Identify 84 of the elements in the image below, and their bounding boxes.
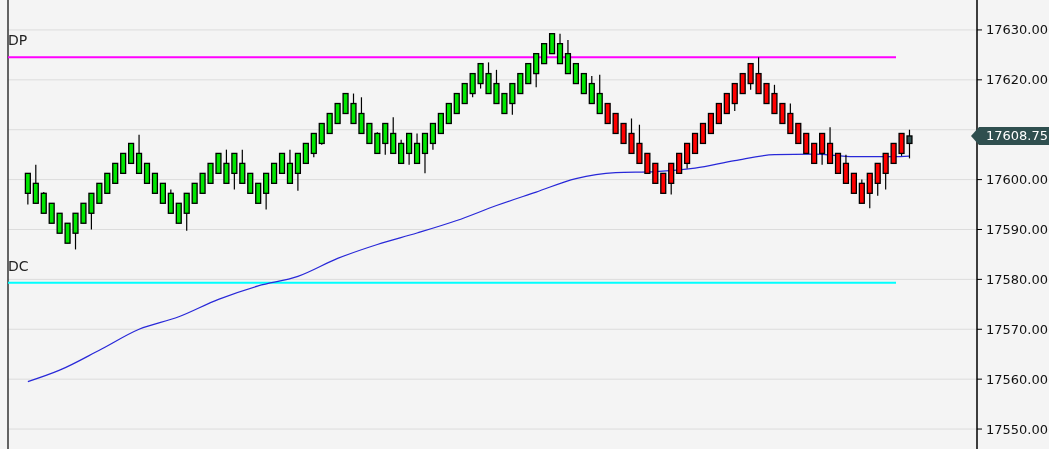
- candlestick: [834, 152, 842, 175]
- candlestick: [541, 43, 548, 65]
- candlestick: [263, 172, 270, 211]
- y-tick-label: 17580.00: [986, 271, 1049, 287]
- ref-line-label: DP: [8, 32, 28, 49]
- candlestick: [723, 92, 730, 115]
- candlestick: [429, 122, 437, 151]
- candlestick: [676, 152, 683, 175]
- candlestick: [564, 39, 572, 75]
- candlestick: [247, 172, 254, 194]
- candlestick: [517, 72, 524, 95]
- text: 17608.75: [986, 128, 1049, 144]
- candlestick: [795, 122, 802, 145]
- candlestick: [135, 134, 143, 175]
- y-tick-label: 17550.00: [986, 421, 1049, 437]
- candlestick: [803, 132, 810, 155]
- candlestick: [112, 162, 119, 184]
- candlestick: [453, 92, 460, 115]
- candlestick: [739, 72, 746, 95]
- candlestick: [398, 139, 405, 165]
- candlestick: [294, 152, 302, 192]
- candlestick: [548, 33, 556, 55]
- candlestick: [40, 191, 47, 214]
- candlestick: [533, 52, 540, 88]
- candlestick: [310, 132, 317, 158]
- candlestick: [660, 172, 667, 194]
- candlestick: [413, 132, 421, 165]
- y-tick-label: 17620.00: [986, 72, 1049, 88]
- candlestick: [24, 172, 31, 206]
- candlestick: [326, 112, 333, 135]
- candlestick: [390, 116, 397, 155]
- candlestick: [715, 102, 722, 125]
- candlestick: [143, 162, 151, 184]
- candlestick: [167, 188, 174, 214]
- candlestick: [151, 172, 159, 194]
- candlestick: [683, 142, 691, 169]
- y-tick-label: 17600.00: [986, 172, 1049, 188]
- candlestick: [175, 202, 182, 224]
- candlestick: [421, 132, 429, 174]
- candlestick: [278, 152, 286, 175]
- y-tick-label: 17630.00: [986, 22, 1049, 38]
- candlestick: [811, 142, 818, 165]
- candlestick: [255, 182, 262, 204]
- candlestick: [819, 132, 826, 166]
- candlestick: [572, 62, 580, 85]
- candlestick: [159, 182, 166, 204]
- y-tick-label: 17590.00: [986, 222, 1049, 238]
- candlestick: [596, 74, 603, 115]
- candlestick: [382, 122, 389, 156]
- candlestick: [32, 164, 39, 204]
- candlestick: [461, 82, 468, 105]
- candlestick: [302, 142, 309, 165]
- candlestick: [588, 75, 595, 105]
- candlestick: [850, 172, 857, 194]
- candlestick: [691, 132, 699, 155]
- candlestick: [405, 132, 413, 166]
- candlestick: [270, 162, 278, 184]
- candlestick: [183, 192, 190, 232]
- candlestick: [858, 179, 865, 204]
- y-tick-label: 17560.00: [986, 371, 1049, 387]
- candlestick: [286, 149, 294, 184]
- candlestick: [707, 112, 715, 135]
- candlestick: [48, 202, 55, 224]
- candlestick: [318, 122, 325, 146]
- candlestick: [445, 102, 452, 125]
- candlestick: [239, 149, 246, 184]
- candlestick: [842, 154, 850, 184]
- y-tick-label: 17570.00: [986, 321, 1049, 337]
- candlestick: [652, 162, 659, 184]
- candlestick: [525, 62, 532, 85]
- candlestick: [731, 82, 738, 112]
- candlestick: [668, 162, 675, 196]
- candlestick: [120, 152, 127, 175]
- candlestick: [866, 172, 873, 209]
- candlestick: [437, 112, 444, 135]
- candlestick: [826, 126, 834, 165]
- candlestick: [874, 162, 881, 197]
- candlestick: [128, 142, 135, 165]
- line-series: [27, 153, 911, 383]
- candlestick: [580, 72, 587, 95]
- candlestick: [104, 172, 111, 194]
- candlestick: [699, 122, 707, 145]
- ref-line-label: DC: [8, 257, 29, 274]
- candlestick: [556, 33, 564, 65]
